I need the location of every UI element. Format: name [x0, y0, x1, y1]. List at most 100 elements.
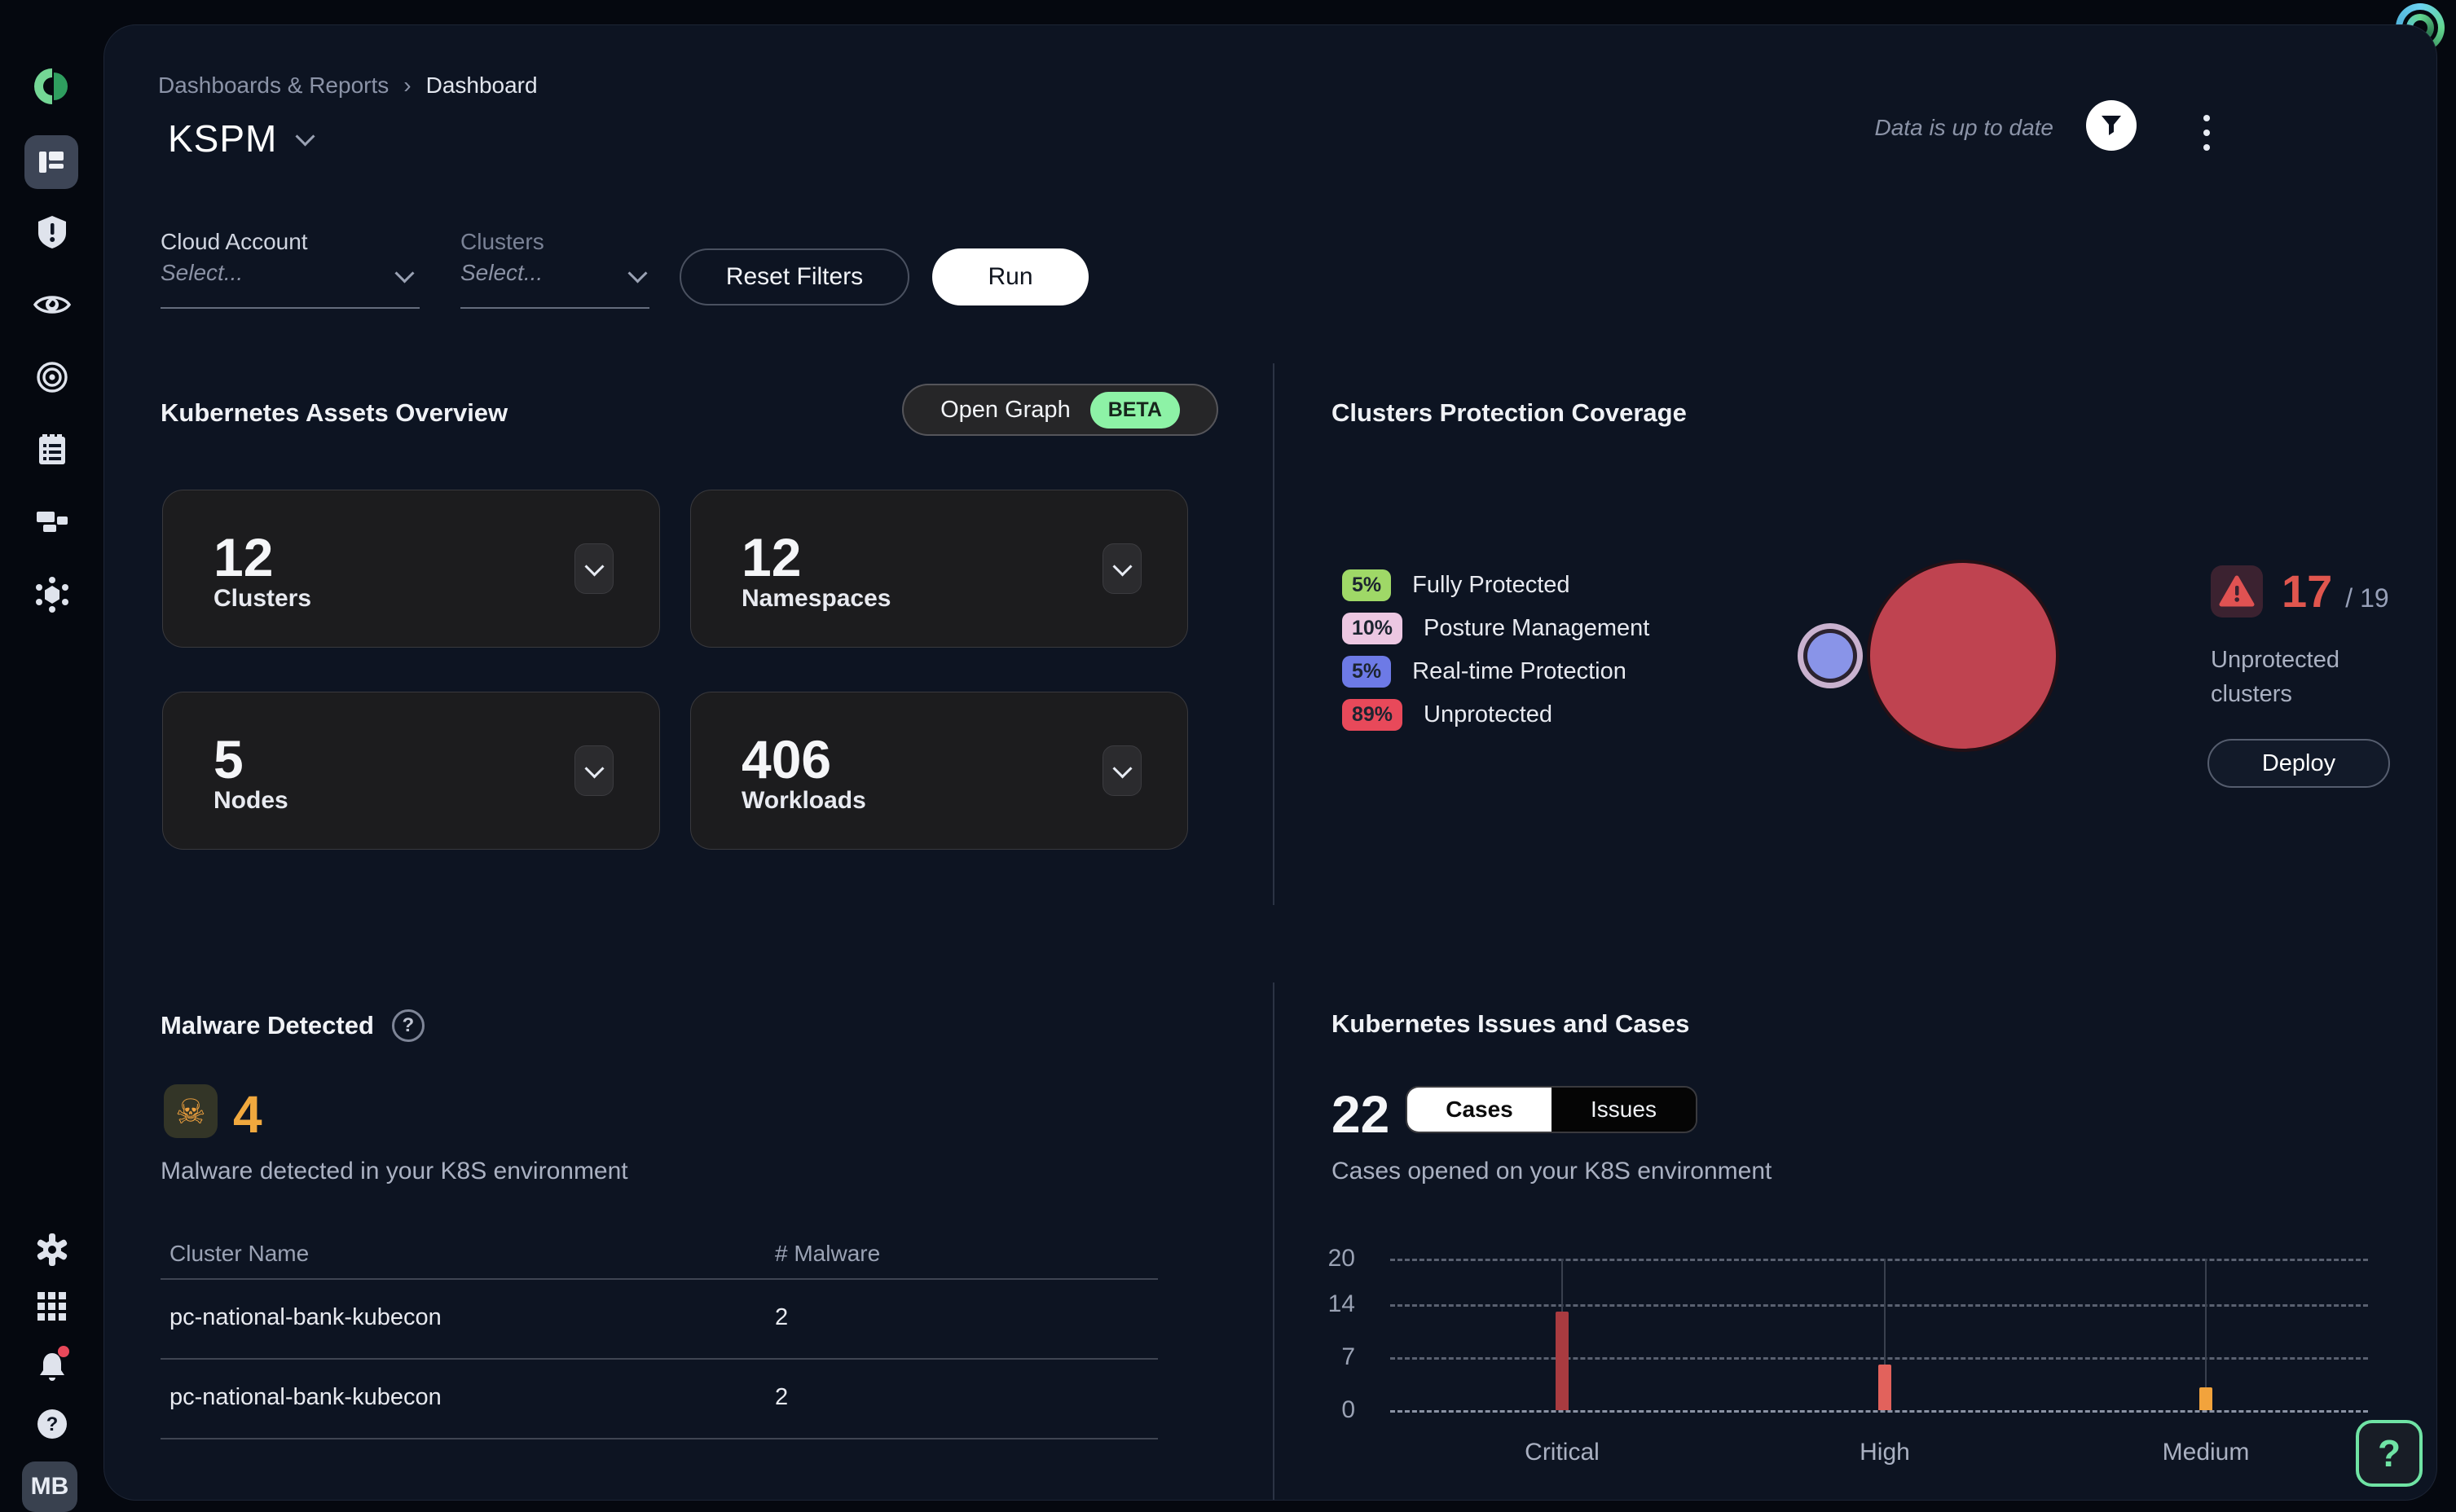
malware-title: Malware Detected	[161, 1011, 374, 1040]
chevron-down-icon	[394, 263, 415, 284]
table-cell-cluster[interactable]: pc-national-bank-kubecon	[169, 1304, 442, 1330]
avatar-initials: MB	[30, 1473, 69, 1500]
table-divider	[161, 1438, 1158, 1439]
avatar[interactable]: MB	[22, 1461, 77, 1512]
table-divider	[161, 1358, 1158, 1360]
x-label: Critical	[1525, 1439, 1600, 1466]
sidebar-item-settings[interactable]	[0, 1232, 103, 1268]
page-title-row: KSPM	[168, 116, 315, 160]
unprotected-counter: 17 / 19	[2282, 565, 2389, 618]
legend-label: Posture Management	[1424, 615, 1650, 641]
gridline-7	[1390, 1357, 2368, 1360]
sidebar-item-posture[interactable]	[0, 214, 103, 250]
cases-subtitle: Cases opened on your K8S environment	[1331, 1158, 1772, 1185]
blocks-icon	[36, 512, 68, 532]
column-header: Cluster Name	[169, 1241, 310, 1266]
legend-pct-badge: 5%	[1342, 656, 1392, 688]
notification-dot	[57, 1346, 69, 1357]
unprotected-bubble[interactable]	[1867, 560, 2059, 752]
unprotected-count: 17	[2282, 565, 2333, 617]
clusters-select[interactable]: Select...	[460, 260, 649, 309]
malware-title-row: Malware Detected ?	[161, 1009, 425, 1042]
clusters-label: Clusters	[460, 229, 544, 254]
reset-filters-button[interactable]: Reset Filters	[680, 248, 909, 305]
sidebar-item-policies[interactable]	[0, 432, 103, 468]
protected-bubble[interactable]	[1798, 623, 1863, 688]
cases-issues-toggle: Cases Issues	[1406, 1086, 1697, 1133]
malware-count: 4	[233, 1085, 262, 1144]
bar-medium[interactable]	[2199, 1387, 2212, 1410]
run-button[interactable]: Run	[932, 248, 1089, 305]
y-tick: 0	[1341, 1396, 1355, 1423]
sidebar-item-dashboard[interactable]	[24, 135, 78, 189]
gridline-0	[1390, 1410, 2368, 1413]
expand-button[interactable]	[574, 745, 614, 796]
app-grid-icon	[37, 1292, 66, 1321]
legend-item: 10% Posture Management	[1342, 613, 1649, 644]
sidebar-item-inventory[interactable]	[0, 503, 103, 539]
table-cell-count: 2	[775, 1384, 789, 1410]
asset-label: Nodes	[213, 787, 288, 814]
sidebar: ? MB	[0, 0, 103, 1512]
warning-triangle-icon	[2219, 575, 2255, 607]
help-circle-icon: ?	[37, 1409, 67, 1439]
legend-item: 5% Fully Protected	[1342, 569, 1570, 601]
deploy-button[interactable]: Deploy	[2207, 739, 2390, 788]
help-tooltip-icon[interactable]: ?	[391, 1009, 425, 1042]
x-label: Medium	[2162, 1439, 2250, 1466]
app-logo[interactable]	[0, 64, 103, 109]
sidebar-item-detections[interactable]	[0, 359, 103, 395]
breadcrumb-current: Dashboard	[425, 73, 538, 98]
expand-button[interactable]	[574, 543, 614, 594]
category-stem	[2205, 1259, 2207, 1387]
filter-button[interactable]	[2086, 100, 2137, 151]
tab-issues[interactable]: Issues	[1552, 1088, 1696, 1132]
cloud-account-select[interactable]: Select...	[161, 260, 420, 309]
clipboard-list-icon	[38, 434, 65, 464]
asset-card-workloads: 406 Workloads	[690, 692, 1188, 850]
cloud-account-placeholder: Select...	[161, 260, 244, 285]
open-graph-button[interactable]: Open Graph BETA	[902, 384, 1218, 436]
asset-value: 12	[213, 527, 274, 587]
expand-button[interactable]	[1103, 543, 1142, 594]
bell-icon	[39, 1346, 69, 1381]
y-tick: 14	[1327, 1290, 1355, 1317]
kebab-menu-icon[interactable]	[2203, 115, 2210, 151]
section-divider	[1273, 363, 1274, 905]
bar-critical[interactable]	[1556, 1312, 1569, 1410]
gridline-14	[1390, 1304, 2368, 1307]
page-title: KSPM	[168, 117, 278, 160]
logo-icon	[33, 68, 68, 104]
bullseye-icon	[36, 362, 68, 393]
bar-high[interactable]	[1878, 1365, 1891, 1410]
sidebar-item-mesh[interactable]	[0, 575, 103, 614]
table-divider	[161, 1278, 1158, 1280]
main-panel: Dashboards & Reports › Dashboard Data is u…	[103, 24, 2437, 1501]
unprotected-label: Unprotected clusters	[2211, 647, 2339, 707]
asset-value: 406	[742, 729, 832, 789]
help-floating-button[interactable]: ?	[2356, 1420, 2423, 1487]
mesh-icon	[35, 577, 68, 613]
chevron-down-icon[interactable]	[295, 125, 315, 147]
dashboard-icon	[39, 152, 64, 173]
breadcrumb-separator: ›	[403, 73, 412, 98]
unprotected-total: / 19	[2345, 583, 2389, 613]
breadcrumb-parent[interactable]: Dashboards & Reports	[158, 73, 390, 98]
sidebar-item-visibility[interactable]	[0, 287, 103, 323]
y-tick: 20	[1327, 1245, 1355, 1272]
legend-pct-badge: 10%	[1342, 613, 1403, 644]
asset-card-nodes: 5 Nodes	[162, 692, 660, 850]
asset-value: 5	[213, 729, 244, 789]
table-cell-count: 2	[775, 1304, 789, 1330]
breadcrumb: Dashboards & Reports › Dashboard	[158, 73, 538, 99]
expand-button[interactable]	[1103, 745, 1142, 796]
sidebar-item-notifications[interactable]	[0, 1344, 103, 1387]
tab-cases[interactable]: Cases	[1407, 1088, 1552, 1132]
cases-count: 22	[1331, 1085, 1390, 1144]
gridline-20	[1390, 1259, 2368, 1261]
table-cell-cluster[interactable]: pc-national-bank-kubecon	[169, 1384, 442, 1410]
sidebar-item-apps[interactable]	[0, 1290, 103, 1323]
issues-cases-title: Kubernetes Issues and Cases	[1331, 1009, 1690, 1038]
legend-pct-badge: 5%	[1342, 569, 1392, 601]
sidebar-item-help[interactable]: ?	[0, 1406, 103, 1442]
